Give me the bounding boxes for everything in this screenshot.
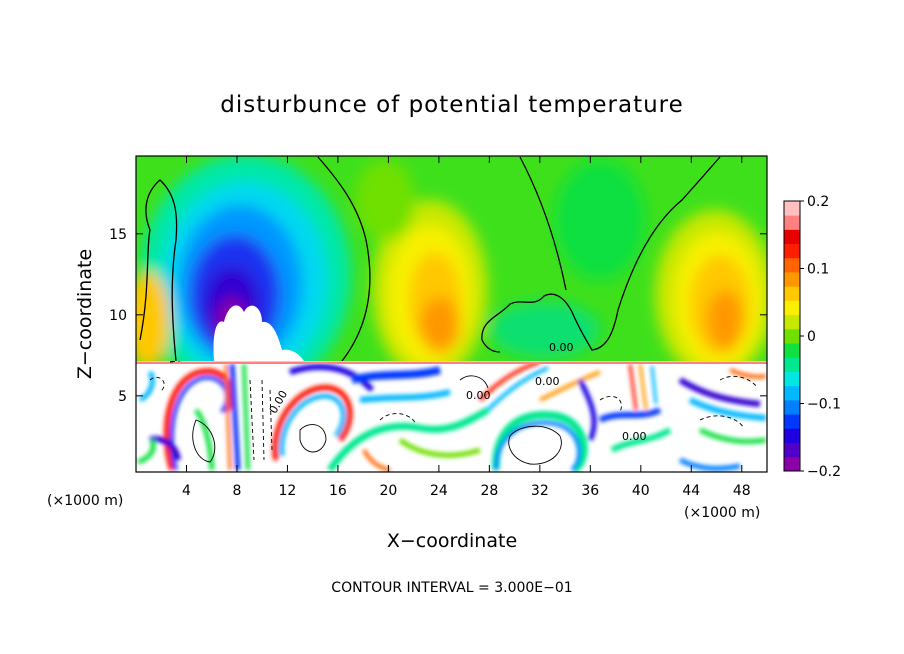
y-tick-label: 10 [109,308,127,324]
colorbar-swatch [784,300,800,316]
y-tick-label: 5 [118,389,127,405]
y-axis: 5 10 15 [109,227,767,405]
x-tick-label: 40 [632,483,650,499]
contour-label: 0.00 [622,430,647,443]
x-tick-label: 12 [279,483,297,499]
colorbar-swatch [784,286,800,301]
colorbar-swatch [784,357,800,372]
contour-interval-note: CONTOUR INTERVAL = 3.000E−01 [331,580,572,596]
y-axis-label: Z−coordinate [74,249,96,379]
colorbar-swatch [784,399,800,415]
colorbar-swatch [784,201,800,216]
colorbar-swatch [784,428,800,443]
colorbar-swatch [784,314,800,330]
upper-field [136,156,767,361]
colorbar-swatch [784,385,800,401]
x-tick-label: 28 [480,483,498,499]
lower-field [136,361,767,472]
x-tick-label: 20 [379,483,397,499]
colorbar-swatch [784,272,800,287]
x-unit-label-right: (×1000 m) [684,505,760,521]
x-tick-label: 44 [682,483,700,499]
colorbar-swatch [784,328,800,344]
colorbar-swatch [784,257,800,273]
colorbar-tick-label: 0 [807,329,816,345]
colorbar-tick-label: 0.1 [807,262,829,278]
contour-label: 0.00 [535,375,560,388]
colorbar-swatch [784,456,800,472]
colorbar-swatch [784,215,800,230]
colorbar-tick-label: −0.1 [807,397,841,413]
x-tick-label: 4 [182,483,191,499]
colorbar-swatch [784,371,800,387]
chart-title: disturbunce of potential temperature [220,92,684,118]
colorbar: 0.2 0.1 0 −0.1 −0.2 [783,194,841,480]
colorbar-tick-label: −0.2 [807,464,841,480]
x-tick-label: 32 [531,483,549,499]
y-tick-label: 15 [109,227,127,243]
x-tick-label: 8 [232,483,241,499]
x-tick-label: 36 [581,483,599,499]
contour-label: 0.00 [466,389,491,402]
x-tick-label: 48 [733,483,751,499]
x-tick-label: 16 [329,483,347,499]
colorbar-swatch [784,343,800,358]
colorbar-swatch [784,442,800,458]
x-axis-label: X−coordinate [387,530,517,552]
x-tick-label: 24 [430,483,448,499]
plot-frame [135,155,768,473]
colorbar-tick-label: 0.2 [807,194,829,210]
colorbar-swatch [784,243,800,259]
x-unit-label: (×1000 m) [47,493,123,509]
colorbar-swatch [784,414,800,429]
x-axis: 4 8 12 16 20 24 28 32 36 40 44 48 [182,156,751,499]
colorbar-swatch [784,229,800,245]
contour-label: 0.00 [549,341,574,354]
